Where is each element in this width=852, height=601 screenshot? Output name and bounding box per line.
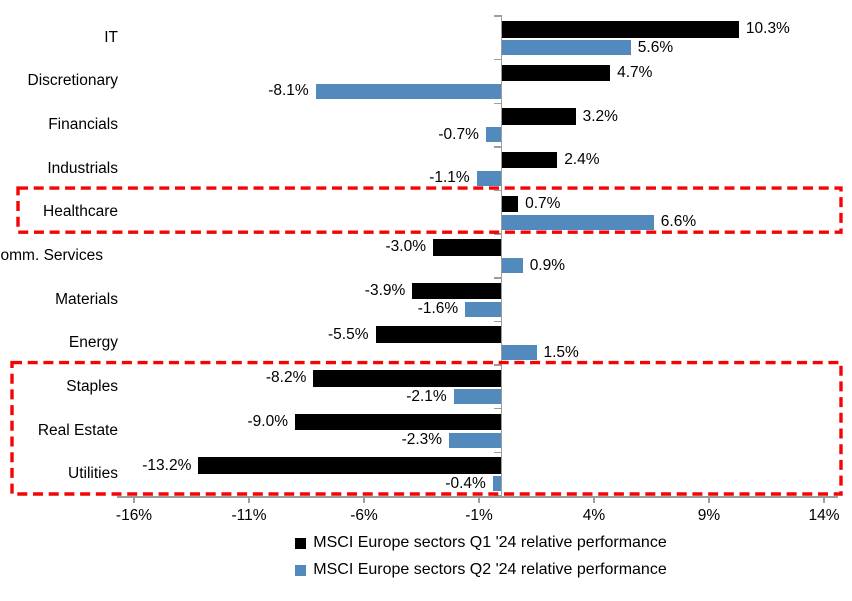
category-label-healthcare: Healthcare bbox=[43, 203, 118, 221]
bar-q1-discretionary bbox=[502, 64, 611, 82]
x-axis-line bbox=[117, 496, 838, 498]
category-label-financials: Financials bbox=[48, 116, 118, 134]
x-tick-label-11: -11% bbox=[231, 507, 267, 524]
bar-q1-staples bbox=[313, 370, 502, 387]
y-axis-line bbox=[500, 16, 502, 496]
value-label-q1-materials: -3.9% bbox=[364, 282, 406, 300]
bar-q1-industrials bbox=[502, 151, 558, 169]
value-label-q1-utilities: -13.2% bbox=[142, 456, 192, 474]
category-label-energy: Energy bbox=[68, 334, 118, 352]
legend-item-q2: MSCI Europe sectors Q2 '24 relative perf… bbox=[295, 561, 667, 579]
x-tick bbox=[708, 496, 710, 503]
value-label-q1-industrials: 2.4% bbox=[564, 151, 600, 169]
value-label-q2-comm-services: 0.9% bbox=[529, 256, 566, 274]
x-tick-label-9: 9% bbox=[697, 507, 721, 524]
value-label-q2-healthcare: 6.6% bbox=[660, 213, 697, 231]
category-label-discretionary: Discretionary bbox=[27, 72, 118, 90]
value-label-q2-financials: -0.7% bbox=[438, 125, 479, 143]
category-label-industrials: Industrials bbox=[47, 159, 118, 177]
bar-q2-financials bbox=[485, 127, 502, 143]
value-label-q1-staples: -8.2% bbox=[265, 369, 307, 387]
y-tick bbox=[494, 233, 502, 235]
y-tick bbox=[494, 364, 502, 366]
bar-q1-energy bbox=[375, 326, 502, 343]
bar-q2-it bbox=[502, 40, 631, 55]
bar-q1-it bbox=[502, 21, 739, 38]
bar-q1-materials bbox=[412, 282, 502, 300]
value-label-q1-discretionary: 4.7% bbox=[617, 63, 653, 81]
legend: MSCI Europe sectors Q1 '24 relative perf… bbox=[120, 534, 842, 579]
value-label-q1-energy: -5.5% bbox=[328, 325, 369, 343]
x-tick bbox=[248, 496, 250, 503]
y-tick bbox=[494, 320, 502, 323]
bar-q2-discretionary bbox=[315, 83, 502, 99]
x-tick bbox=[478, 496, 480, 503]
category-label-comm-services: Comm. Services bbox=[0, 246, 103, 264]
value-label-q2-industrials: -1.1% bbox=[429, 169, 470, 187]
y-tick bbox=[494, 451, 502, 454]
x-tick-label-1: -1% bbox=[465, 507, 493, 524]
value-label-q2-staples: -2.1% bbox=[406, 387, 447, 405]
value-label-q2-it: 5.6% bbox=[637, 38, 674, 56]
y-tick bbox=[494, 189, 502, 192]
category-label-materials: Materials bbox=[55, 290, 118, 308]
x-tick bbox=[363, 496, 365, 503]
legend-label-q2: MSCI Europe sectors Q2 '24 relative perf… bbox=[313, 561, 667, 578]
bar-q2-real-estate bbox=[449, 432, 502, 448]
q2-series-swatch-icon bbox=[295, 564, 307, 576]
bar-q2-healthcare bbox=[502, 214, 654, 230]
bar-q1-utilities bbox=[198, 457, 502, 474]
category-label-utilities: Utilities bbox=[68, 465, 118, 483]
x-tick-label-16: -16% bbox=[115, 507, 153, 524]
y-tick bbox=[494, 15, 502, 17]
bar-q2-energy bbox=[502, 345, 537, 361]
y-tick bbox=[494, 407, 502, 410]
category-label-it: IT bbox=[104, 28, 118, 46]
value-label-q1-healthcare: 0.7% bbox=[525, 194, 561, 212]
bar-q2-materials bbox=[465, 301, 502, 317]
y-tick bbox=[494, 102, 502, 105]
value-label-q1-comm-services: -3.0% bbox=[385, 238, 427, 256]
y-tick bbox=[494, 58, 502, 61]
x-tick-label-14: 14% bbox=[808, 507, 840, 524]
bar-q2-staples bbox=[453, 389, 502, 405]
value-label-q2-materials: -1.6% bbox=[417, 300, 459, 318]
bar-q1-financials bbox=[502, 108, 576, 125]
category-label-real-estate: Real Estate bbox=[37, 421, 118, 439]
legend-item-q1: MSCI Europe sectors Q1 '24 relative perf… bbox=[295, 534, 667, 552]
bar-q2-industrials bbox=[476, 170, 502, 186]
value-label-q2-utilities: -0.4% bbox=[445, 474, 486, 492]
x-tick bbox=[133, 496, 135, 503]
y-tick bbox=[494, 277, 502, 279]
x-tick bbox=[593, 496, 595, 503]
highlight-box-1 bbox=[16, 186, 843, 234]
value-label-q2-discretionary: -8.1% bbox=[268, 82, 309, 100]
y-tick bbox=[494, 146, 502, 148]
bar-q1-real-estate bbox=[295, 413, 502, 431]
value-label-q1-it: 10.3% bbox=[745, 20, 790, 38]
value-label-q1-real-estate: -9.0% bbox=[247, 412, 289, 430]
bar-q1-comm-services bbox=[433, 239, 502, 256]
x-tick-label-6: -6% bbox=[350, 507, 378, 524]
value-label-q2-energy: 1.5% bbox=[543, 343, 579, 361]
x-tick-label-4: 4% bbox=[582, 507, 606, 524]
bar-q1-healthcare bbox=[502, 195, 519, 213]
q1-series-swatch-icon bbox=[295, 537, 307, 549]
value-label-q1-financials: 3.2% bbox=[582, 107, 618, 125]
legend-label-q1: MSCI Europe sectors Q1 '24 relative perf… bbox=[313, 534, 667, 551]
x-tick bbox=[823, 496, 825, 503]
category-label-staples: Staples bbox=[66, 377, 118, 395]
value-label-q2-real-estate: -2.3% bbox=[401, 431, 443, 449]
bar-q2-comm-services bbox=[502, 258, 523, 274]
